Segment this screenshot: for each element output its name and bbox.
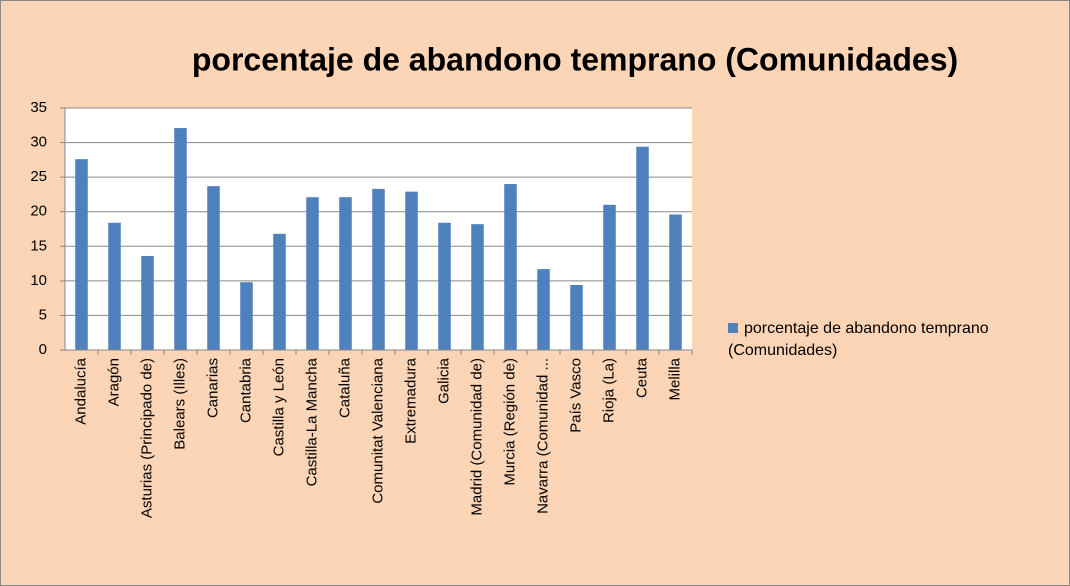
x-tick-label: Murcia (Región de) [501, 358, 518, 486]
bar [636, 146, 649, 350]
x-tick-label: Castilla-La Mancha [303, 357, 320, 486]
x-tick-label: Cataluña [336, 357, 353, 418]
bar [207, 186, 220, 350]
x-tick-label: Rioja (La) [600, 358, 617, 423]
y-tick-label: 25 [30, 168, 47, 185]
bar [75, 159, 88, 350]
bar [240, 282, 253, 350]
x-tick-label: Aragón [105, 358, 122, 406]
legend-label: porcentaje de abandono temprano (Comunid… [728, 320, 989, 359]
x-tick-label: Ceuta [633, 357, 650, 398]
x-tick-label: Balears (Illes) [171, 358, 188, 450]
x-tick-label: Asturias (Principado de) [138, 358, 155, 518]
y-tick-label: 30 [30, 134, 47, 151]
y-tick-label: 10 [30, 272, 47, 289]
bar [570, 285, 583, 350]
bar [372, 188, 385, 350]
bar [438, 222, 451, 350]
x-tick-label: Madrid (Comunidad de) [468, 358, 485, 516]
x-tick-label: Navarra (Comunidad ... [534, 358, 551, 514]
legend: porcentaje de abandono temprano (Comunid… [728, 318, 1058, 362]
bar [537, 269, 550, 350]
bar [471, 224, 484, 350]
x-tick-label: Comunitat Valenciana [369, 357, 386, 503]
x-tick-label: Castilla y León [270, 358, 287, 456]
x-tick-label: Extremadura [402, 357, 419, 444]
y-tick-label: 20 [30, 203, 47, 220]
x-tick-label: Cantabria [237, 357, 254, 423]
bar [669, 214, 682, 350]
bar [339, 197, 352, 350]
x-tick-label: Melilla [666, 357, 683, 400]
bar [504, 184, 517, 350]
bar [603, 204, 616, 350]
y-tick-label: 35 [30, 99, 47, 116]
legend-swatch [728, 323, 738, 333]
x-tick-label: Galicia [435, 357, 452, 404]
bar [108, 222, 121, 350]
bar [273, 233, 286, 350]
y-tick-label: 0 [39, 341, 47, 358]
bar [141, 255, 154, 350]
bar [405, 191, 418, 350]
bar [174, 128, 187, 350]
bar [306, 197, 319, 350]
y-tick-label: 15 [30, 237, 47, 254]
x-tick-label: País Vasco [567, 358, 584, 433]
y-tick-label: 5 [39, 306, 47, 323]
x-tick-label: Canarias [204, 358, 221, 418]
x-tick-label: Andalucía [72, 357, 89, 424]
chart-title: porcentaje de abandono temprano (Comunid… [192, 41, 958, 77]
